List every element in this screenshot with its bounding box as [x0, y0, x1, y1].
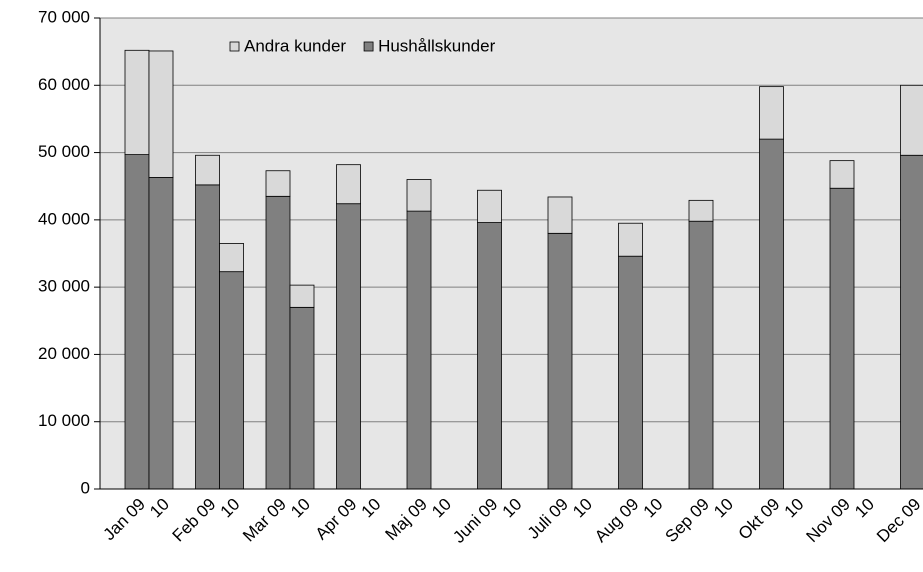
legend-swatch	[363, 41, 374, 52]
x-tick-label: Dec 09	[873, 495, 923, 547]
x-tick-label: Juni 09	[449, 495, 501, 547]
x-tick-label: 10	[640, 495, 667, 522]
bar-segment	[759, 86, 784, 140]
bar-segment	[124, 49, 150, 155]
bar-segment	[900, 84, 923, 156]
bar-segment	[195, 154, 220, 186]
x-tick-label: 10	[851, 495, 878, 522]
bar-segment	[759, 138, 784, 490]
bar-segment	[148, 177, 174, 490]
legend-label: Andra kunder	[244, 36, 346, 55]
bar-segment	[547, 196, 573, 234]
bar-segment	[265, 195, 291, 490]
x-tick-label: 10	[781, 495, 808, 522]
y-tick-label: 10 000	[38, 411, 90, 430]
x-tick-label: Apr 09	[312, 495, 361, 544]
x-tick-label: Sep 09	[661, 495, 713, 547]
bar-segment	[124, 154, 150, 490]
y-tick-label: 40 000	[38, 209, 90, 228]
bar-segment	[406, 179, 432, 212]
y-tick-label: 50 000	[38, 142, 90, 161]
y-tick-label: 70 000	[38, 7, 90, 26]
bar-segment	[477, 222, 502, 490]
x-tick-label: Juli 09	[524, 495, 572, 543]
x-tick-label: Okt 09	[735, 495, 784, 544]
y-tick-label: 0	[81, 478, 90, 497]
bar-segment	[688, 199, 714, 222]
bar-segment	[148, 50, 174, 178]
bar-segment	[618, 222, 643, 257]
bar-segment	[477, 189, 502, 223]
x-tick-label: Mar 09	[239, 495, 290, 546]
x-tick-label: 10	[499, 495, 526, 522]
bar-segment	[265, 170, 291, 197]
y-tick-label: 30 000	[38, 277, 90, 296]
bar-segment	[219, 243, 244, 273]
x-tick-label: 10	[217, 495, 244, 522]
x-tick-label: Maj 09	[381, 495, 431, 545]
bar-segment	[195, 184, 220, 490]
bar-segment	[688, 220, 714, 490]
x-tick-label: 10	[428, 495, 455, 522]
bar-segment	[406, 210, 432, 490]
bar-segment	[219, 271, 244, 490]
bar-segment	[829, 160, 855, 189]
x-tick-label: Nov 09	[802, 495, 854, 547]
bar-segment	[618, 255, 643, 490]
legend-swatch	[229, 41, 240, 52]
bar-segment	[900, 154, 923, 490]
bar-segment	[289, 284, 315, 308]
x-tick-label: 10	[710, 495, 737, 522]
x-tick-label: 10	[569, 495, 596, 522]
x-tick-label: Feb 09	[169, 495, 220, 546]
bar-segment	[336, 203, 361, 490]
bar-segment	[547, 232, 573, 490]
x-tick-label: 10	[146, 495, 173, 522]
x-tick-label: 10	[287, 495, 314, 522]
x-tick-label: Aug 09	[591, 495, 643, 547]
x-tick-label: Jan 09	[99, 495, 149, 545]
bar-segment	[336, 164, 361, 205]
y-tick-label: 60 000	[38, 75, 90, 94]
y-tick-label: 20 000	[38, 344, 90, 363]
x-tick-label: 10	[358, 495, 385, 522]
bar-segment	[829, 187, 855, 490]
bar-segment	[289, 306, 315, 490]
legend-label: Hushållskunder	[378, 36, 496, 55]
